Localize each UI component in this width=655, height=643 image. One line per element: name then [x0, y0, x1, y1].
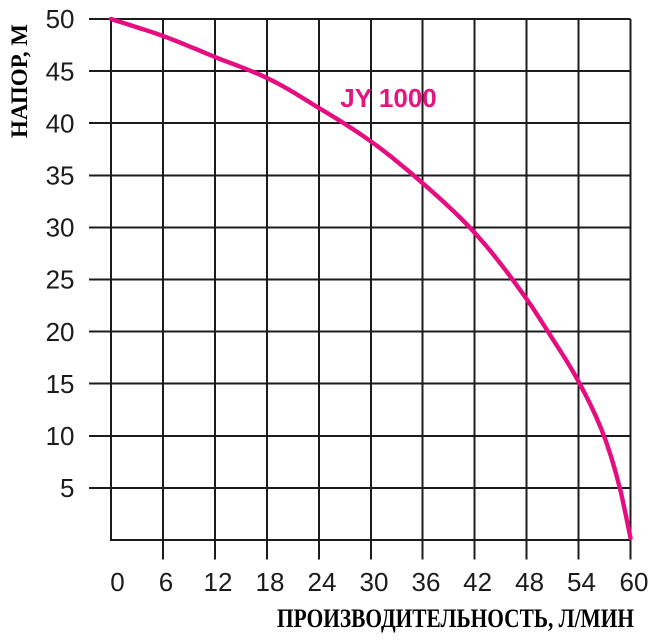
svg-text:20: 20: [46, 317, 75, 347]
svg-text:5: 5: [60, 473, 74, 503]
svg-text:60: 60: [620, 567, 649, 597]
svg-text:30: 30: [360, 567, 389, 597]
svg-text:18: 18: [256, 567, 285, 597]
svg-text:35: 35: [46, 161, 75, 191]
svg-text:45: 45: [46, 56, 75, 86]
svg-text:10: 10: [46, 421, 75, 451]
svg-text:6: 6: [159, 567, 173, 597]
svg-text:НАПОР, М: НАПОР, М: [7, 24, 32, 138]
svg-text:50: 50: [46, 4, 75, 34]
svg-text:JY 1000: JY 1000: [340, 85, 437, 113]
svg-text:48: 48: [515, 567, 544, 597]
svg-text:ПРОИЗВОДИТЕЛЬНОСТЬ, Л/МИН: ПРОИЗВОДИТЕЛЬНОСТЬ, Л/МИН: [277, 604, 634, 633]
svg-text:12: 12: [204, 567, 233, 597]
svg-text:24: 24: [308, 567, 337, 597]
svg-text:54: 54: [567, 567, 596, 597]
svg-text:36: 36: [412, 567, 441, 597]
svg-text:0: 0: [110, 567, 124, 597]
svg-text:42: 42: [463, 567, 492, 597]
svg-text:30: 30: [46, 213, 75, 243]
svg-text:25: 25: [46, 265, 75, 295]
svg-text:40: 40: [46, 108, 75, 138]
svg-text:15: 15: [46, 369, 75, 399]
